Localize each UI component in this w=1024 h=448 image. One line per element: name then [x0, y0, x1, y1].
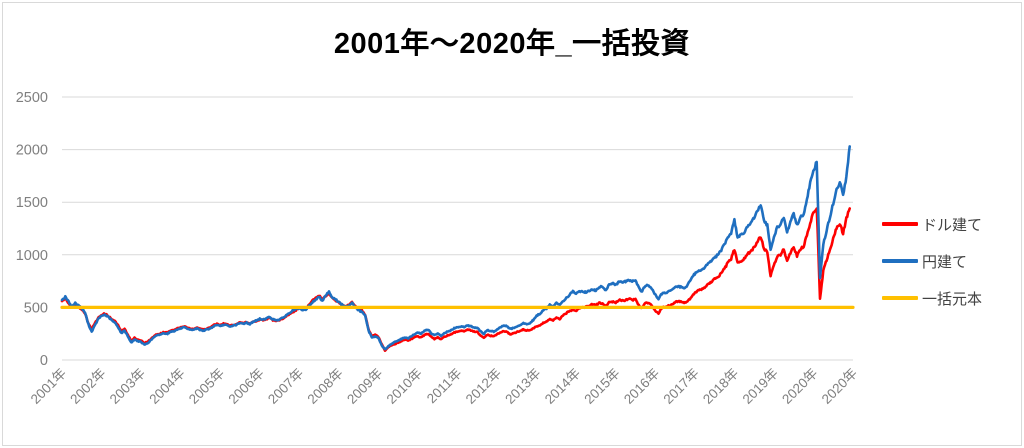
legend-swatch-yen-icon — [882, 259, 918, 263]
series-line-yen — [60, 145, 851, 351]
x-axis-label: 2018年 — [700, 366, 741, 407]
y-axis-label: 1500 — [16, 195, 48, 211]
x-axis-label: 2019年 — [740, 366, 781, 407]
x-axis-label: 2020年 — [819, 366, 860, 407]
legend-item-principal: 一括元本 — [882, 288, 982, 308]
legend-label-yen: 円建て — [922, 253, 968, 271]
legend-item-dollar: ドル建て — [882, 214, 982, 234]
legend-item-yen: 円建て — [882, 251, 982, 271]
x-axis-label: 2005年 — [186, 366, 227, 407]
chart-title: 2001年～2020年_一括投資 — [333, 28, 691, 60]
x-axis-label: 2008年 — [305, 366, 346, 407]
y-axis-label: 1000 — [16, 248, 48, 264]
x-axis-label: 2010年 — [384, 366, 425, 407]
x-axis-label: 2001年 — [28, 366, 69, 407]
x-axis-label: 2011年 — [424, 366, 465, 407]
y-axis-label: 0 — [40, 353, 48, 369]
x-axis-label: 2002年 — [67, 366, 108, 407]
x-axis-label: 2006年 — [225, 366, 266, 407]
x-axis-label: 2003年 — [107, 366, 148, 407]
y-axis-label: 2000 — [16, 143, 48, 159]
legend-swatch-dollar-icon — [882, 222, 918, 226]
legend-swatch-principal-icon — [882, 296, 918, 300]
x-axis-label: 2020年 — [779, 366, 820, 407]
y-axis-label: 2500 — [16, 90, 48, 106]
legend-label-dollar: ドル建て — [922, 216, 983, 234]
x-axis-label: 2009年 — [344, 366, 385, 407]
x-axis-label: 2012年 — [463, 366, 504, 407]
x-axis-label: 2017年 — [661, 366, 702, 407]
legend-label-principal: 一括元本 — [922, 290, 983, 308]
x-axis-label: 2016年 — [621, 366, 662, 407]
x-axis-label: 2007年 — [265, 366, 306, 407]
x-axis-label: 2013年 — [502, 366, 543, 407]
legend: ドル建て 円建て 一括元本 — [882, 214, 982, 308]
x-axis-label: 2015年 — [581, 366, 622, 407]
x-axis-label: 2004年 — [146, 366, 187, 407]
x-axis-label: 2014年 — [542, 366, 583, 407]
y-axis-label: 500 — [24, 300, 48, 316]
